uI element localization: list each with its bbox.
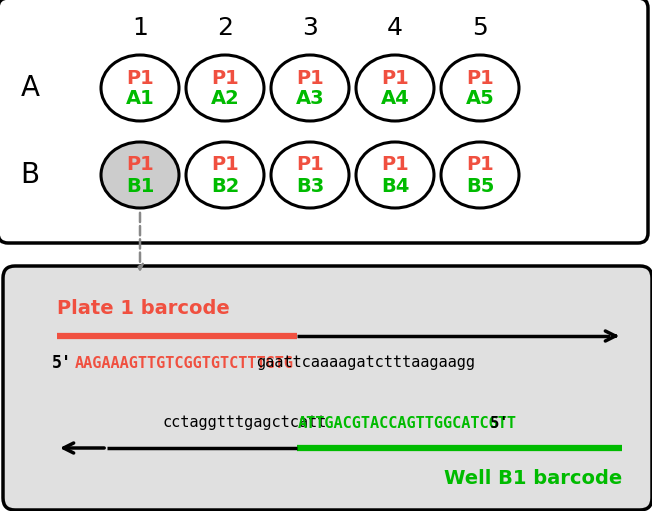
Text: 2: 2 (217, 16, 233, 40)
Text: B2: B2 (211, 176, 239, 196)
Text: A4: A4 (381, 89, 409, 108)
Text: P1: P1 (381, 68, 409, 87)
Text: P1: P1 (466, 68, 494, 87)
Text: 5': 5' (52, 354, 72, 372)
Text: 5': 5' (481, 415, 509, 430)
Text: cctaggtttgagctcatt: cctaggtttgagctcatt (162, 415, 326, 430)
Text: P1: P1 (296, 155, 324, 174)
Text: A1: A1 (126, 89, 155, 108)
Ellipse shape (271, 142, 349, 208)
FancyBboxPatch shape (0, 0, 648, 243)
Ellipse shape (186, 142, 264, 208)
Text: P1: P1 (381, 155, 409, 174)
Text: B4: B4 (381, 176, 409, 196)
Text: P1: P1 (211, 155, 239, 174)
Ellipse shape (101, 55, 179, 121)
Text: A3: A3 (296, 89, 324, 108)
Text: Plate 1 barcode: Plate 1 barcode (57, 298, 230, 317)
Text: B3: B3 (296, 176, 324, 196)
Ellipse shape (356, 55, 434, 121)
Text: ATTGACGTACCAGTTGGCATCGTT: ATTGACGTACCAGTTGGCATCGTT (298, 415, 517, 430)
Ellipse shape (271, 55, 349, 121)
FancyBboxPatch shape (3, 266, 652, 510)
Text: P1: P1 (126, 68, 154, 87)
Ellipse shape (441, 142, 519, 208)
Text: P1: P1 (466, 155, 494, 174)
Text: B5: B5 (466, 176, 494, 196)
Ellipse shape (441, 55, 519, 121)
Ellipse shape (186, 55, 264, 121)
Text: B: B (20, 161, 40, 189)
Text: AAGAAAGTTGTCGGTGTCTTTGTG: AAGAAAGTTGTCGGTGTCTTTGTG (74, 356, 293, 370)
Text: 5: 5 (472, 16, 488, 40)
Text: 3: 3 (302, 16, 318, 40)
Text: P1: P1 (126, 155, 154, 174)
Text: 1: 1 (132, 16, 148, 40)
Text: 4: 4 (387, 16, 403, 40)
Text: Well B1 barcode: Well B1 barcode (444, 469, 622, 487)
Text: gaattcaaaagatctttaagaagg: gaattcaaaagatctttaagaagg (256, 356, 475, 370)
Ellipse shape (356, 142, 434, 208)
Text: P1: P1 (296, 68, 324, 87)
Text: A5: A5 (466, 89, 494, 108)
Text: B1: B1 (126, 176, 154, 196)
Text: P1: P1 (211, 68, 239, 87)
Text: A2: A2 (211, 89, 239, 108)
Text: A: A (20, 74, 40, 102)
Ellipse shape (101, 142, 179, 208)
